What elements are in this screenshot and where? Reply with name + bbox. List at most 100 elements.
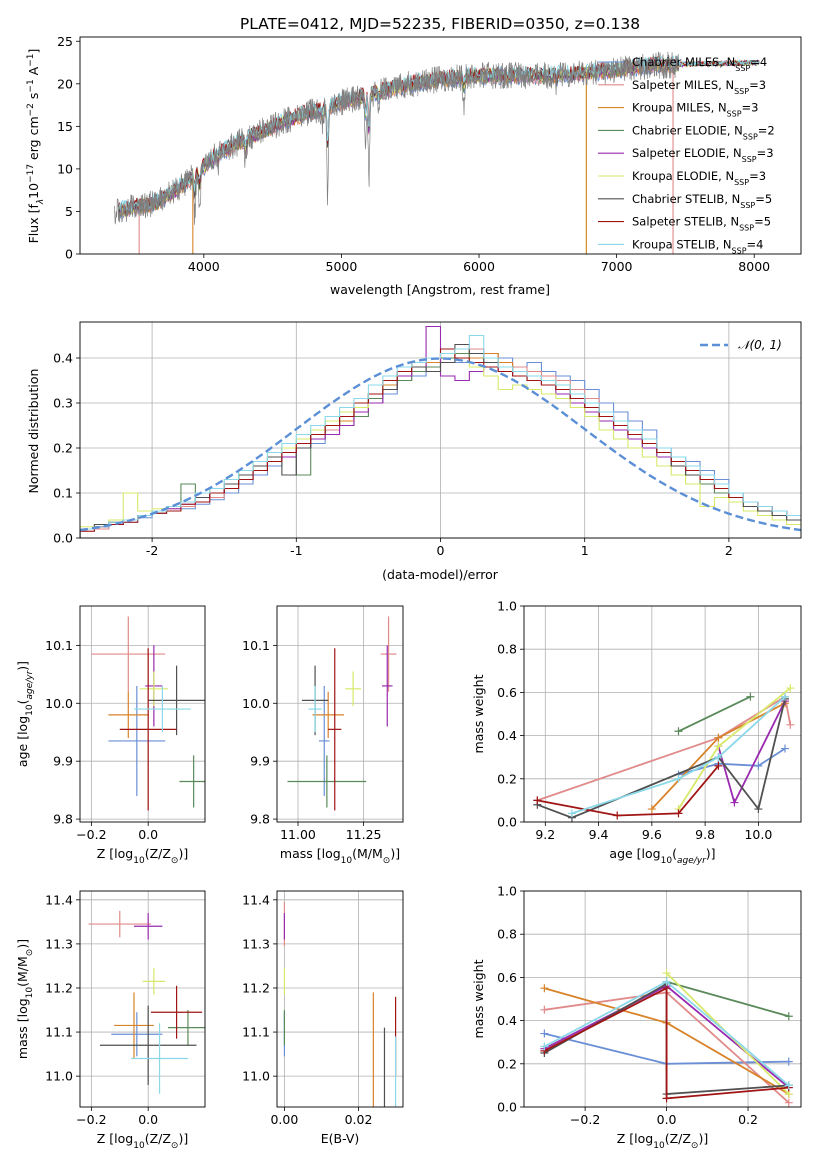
axes-age_vs_z: −0.2 0.09.89.910.010.1Z [log10(Z/Z⊙)]age …: [15, 605, 206, 866]
tick-label-y: 0.2: [497, 771, 517, 786]
legend-text: Salpeter ELODIE, N: [632, 146, 742, 160]
legend-sub: SSP: [743, 132, 758, 141]
tick-label-y: 11.0: [45, 1069, 73, 1084]
marker-chabrier_elodie: [746, 692, 755, 701]
tick-label-y: 0: [65, 247, 73, 262]
tick-label-x: 0.0: [138, 827, 158, 842]
legend-text: Chabrier ELODIE, N: [632, 123, 743, 137]
tick-label-x: 11.00: [280, 827, 316, 842]
tick-label-y: 1.0: [497, 599, 517, 614]
legend-text: Chabrier STELIB, N: [632, 192, 740, 206]
label-part: ]: [26, 49, 41, 54]
tick-label-y: 11.3: [45, 936, 73, 951]
x-axis-label: age [log10(age/yr)]: [609, 846, 715, 866]
tick-label-y: 0.4: [497, 728, 517, 743]
legend-entry-chabrier_stelib: Chabrier STELIB, NSSP=5: [632, 192, 772, 210]
marker-salpeter_stelib: [674, 809, 683, 818]
label-part: age [log: [609, 846, 660, 861]
label-part: Z [log: [97, 846, 133, 861]
tick-label-y: 11.2: [45, 980, 73, 995]
legend-sub: SSP: [739, 223, 754, 232]
tick-label-x: 9.8: [695, 827, 715, 842]
tick-label-y: 11.2: [242, 980, 270, 995]
line-salpeter_stelib: [543, 986, 789, 1100]
plot-area: [287, 616, 397, 811]
tick-label-y: 0.2: [497, 1056, 517, 1071]
tick-label-x: 0: [437, 543, 445, 558]
marker-salpeter_stelib: [533, 796, 542, 805]
legend-entry-kroupa_stelib: Kroupa STELIB, NSSP=4: [632, 237, 763, 255]
label-part: −2: [26, 103, 36, 116]
tick-label-x: 0.2: [738, 1112, 758, 1127]
tick-label-y: 9.8: [250, 812, 270, 827]
tick-label-y: 0.0: [497, 1100, 517, 1115]
tick-label-x: -2: [146, 543, 158, 558]
axes-frame: [523, 890, 802, 1108]
label-part: age/yr: [677, 856, 707, 866]
x-axis-label: (data-model)/error: [382, 567, 499, 582]
legend-text: Salpeter MILES, N: [632, 78, 734, 92]
marker-kroupa_stelib: [674, 774, 683, 783]
legend-sub: SSP: [740, 200, 755, 209]
data-spectrum: [114, 51, 679, 225]
x-axis-label: Z [log10(Z/Z⊙)]: [97, 846, 188, 866]
legend-entry-kroupa_elodie: Kroupa ELODIE, NSSP=3: [632, 169, 766, 187]
label-part: 10: [341, 856, 353, 866]
legend-val: =3: [742, 101, 759, 115]
marker-salpeter_elodie: [730, 798, 739, 807]
x-axis-label: wavelength [Angstrom, rest frame]: [330, 282, 550, 297]
label-part: )]: [390, 846, 400, 861]
label-part: −17: [26, 164, 36, 183]
tick-label-y: 10.1: [242, 638, 270, 653]
tick-label-y: 11.3: [242, 936, 270, 951]
legend-val: =4: [750, 55, 767, 69]
tick-label-x: 0.0: [138, 1112, 158, 1127]
tick-label-y: 9.9: [250, 754, 270, 769]
label-part: Z [log: [97, 1131, 133, 1146]
label-part: )]: [15, 661, 30, 671]
marker-kroupa_elodie: [786, 684, 795, 693]
label-part: A: [26, 66, 41, 79]
tick-label-y: 0.0: [497, 815, 517, 830]
label-part: (Z/Z: [145, 846, 171, 861]
tick-label-y: 11.1: [45, 1025, 73, 1040]
label-part: Flux [f: [26, 204, 41, 244]
label-part: 10: [26, 183, 41, 199]
tick-label-y: 25: [57, 34, 73, 49]
x-axis-label: mass [log10(M/M⊙)]: [280, 846, 400, 866]
label-part: age/yr: [25, 669, 35, 699]
legend-sub: SSP: [727, 109, 742, 118]
legend-entry-salpeter_stelib: Salpeter STELIB, NSSP=5: [632, 215, 771, 233]
label-part: (: [15, 700, 30, 705]
x-axis-label: Z [log10(Z/Z⊙)]: [97, 1131, 188, 1151]
legend-val: =4: [747, 237, 764, 251]
line-salpeter_miles: [537, 695, 792, 802]
tick-label-x: 10.0: [744, 827, 772, 842]
tick-label-y: 0.4: [497, 1013, 517, 1028]
marker-chabrier_elodie: [674, 727, 683, 736]
tick-label-y: 10.0: [45, 696, 73, 711]
marker-chabrier_miles: [784, 1057, 793, 1066]
label-part: 10: [653, 1141, 665, 1151]
y-axis-label: Normed distribution: [26, 369, 41, 494]
y-axis-label: Flux [fλ10−17 erg cm−2 s−1 A−1]: [26, 49, 46, 244]
tick-label-y: 10: [57, 161, 73, 176]
legend-val: =2: [758, 123, 775, 137]
label-part: )]: [178, 846, 188, 861]
tick-label-y: 11.1: [242, 1025, 270, 1040]
label-part: )]: [15, 939, 30, 949]
marker-chabrier_miles: [754, 761, 763, 770]
tick-label-x: −0.2: [76, 827, 106, 842]
plot-area: [540, 969, 793, 1107]
plot-area: [91, 616, 205, 811]
tick-label-x: 9.6: [642, 827, 662, 842]
tick-label-x: 11.25: [346, 827, 382, 842]
marker-salpeter_miles: [784, 1098, 793, 1107]
marker-salpeter_miles: [540, 1005, 549, 1014]
axes-spectrum: 4000 5000 6000 7000 8000 0 5 10 15 20 25 wavelength…: [26, 34, 802, 297]
marker-salpeter_stelib: [662, 1094, 671, 1103]
tick-label-x: 0.0: [657, 1112, 677, 1127]
tick-label-y: 0.6: [497, 970, 517, 985]
label-part: 10: [25, 704, 35, 716]
legend-sub: SSP: [735, 64, 750, 73]
